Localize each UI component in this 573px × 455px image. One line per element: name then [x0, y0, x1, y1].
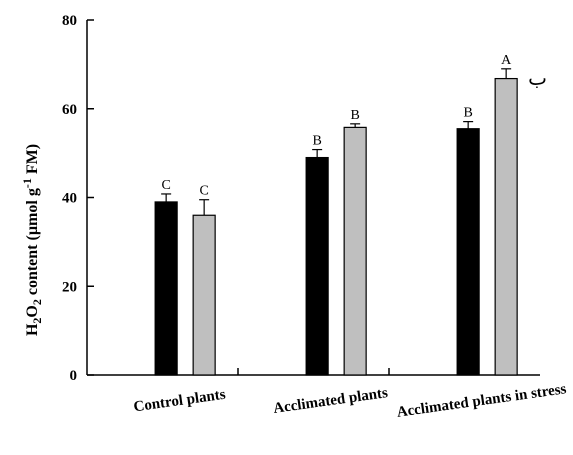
y-tick-label: 0: [70, 368, 78, 384]
significance-letter: A: [501, 53, 512, 68]
significance-letter: B: [350, 108, 359, 123]
significance-letter: B: [463, 106, 472, 121]
bar: [456, 128, 480, 376]
significance-letter: B: [312, 134, 321, 149]
panel-label: ب: [528, 66, 547, 90]
category-label: Acclimated plants: [272, 385, 389, 417]
significance-letter: C: [199, 184, 208, 199]
bar: [494, 77, 518, 376]
bar: [192, 214, 216, 376]
y-tick-label: 40: [62, 191, 77, 207]
y-tick-label: 80: [62, 13, 77, 29]
y-axis-label: H2O2 content (µmol g-1 FM): [20, 144, 44, 336]
bar: [343, 126, 367, 376]
category-label: Acclimated plants in stress: [396, 381, 568, 421]
category-label: Control plants: [133, 387, 227, 416]
significance-letter: C: [161, 178, 170, 193]
bar: [305, 156, 329, 376]
y-tick-label: 20: [62, 279, 77, 295]
bar: [154, 201, 178, 376]
bars: C C B B B A: [154, 53, 518, 376]
y-tick-label: 60: [62, 102, 77, 118]
